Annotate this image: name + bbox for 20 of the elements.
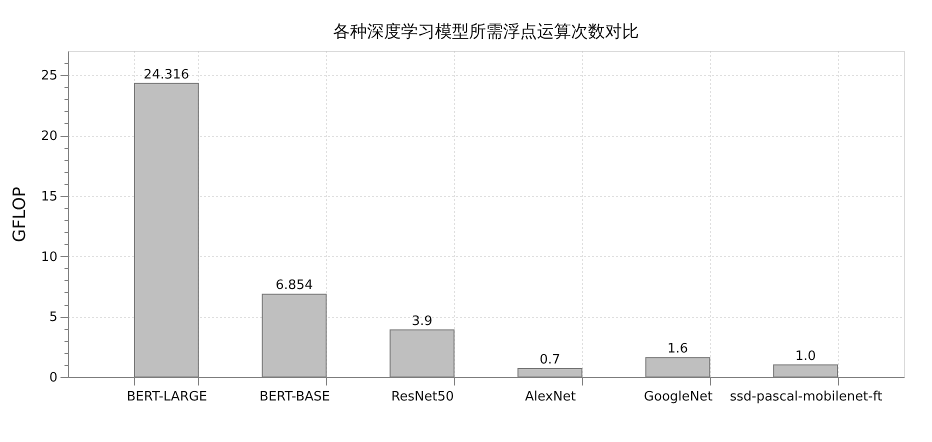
data-label: 0.7 <box>540 352 560 368</box>
x-tick-label: ssd-pascal-mobilenet-ft <box>730 390 882 404</box>
x-tick-label: AlexNet <box>525 390 576 404</box>
chart-title: 各种深度学习模型所需浮点运算次数对比 <box>333 22 639 42</box>
data-label: 1.0 <box>795 348 816 364</box>
y-tick-label: 20 <box>40 129 58 144</box>
y-tick-label: 15 <box>40 189 58 204</box>
x-tick-label: BERT-LARGE <box>126 390 208 404</box>
x-tick-label: ResNet50 <box>391 390 454 404</box>
data-label: 1.6 <box>667 342 688 357</box>
x-tick-label: BERT-BASE <box>260 390 330 404</box>
y-tick-label: 25 <box>40 68 58 84</box>
y-tick-label: 0 <box>49 370 58 386</box>
y-tick-label: 10 <box>40 250 58 265</box>
data-label: 24.316 <box>144 67 190 82</box>
data-label: 3.9 <box>412 314 432 329</box>
y-tick-label: 5 <box>49 310 58 326</box>
y-axis-title: GFLOP <box>10 186 30 242</box>
data-label: 6.854 <box>276 278 313 294</box>
x-tick-label: GoogleNet <box>644 390 713 404</box>
